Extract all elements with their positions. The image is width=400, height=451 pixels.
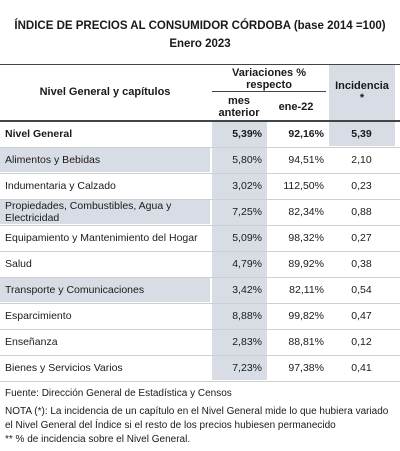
row-prev-year-value: 94,51%	[288, 154, 324, 166]
table-row: Salud 4,79% 89,92% 0,38	[0, 252, 400, 278]
row-incidence-value: 0,47	[351, 310, 372, 322]
footer-source: Fuente: Dirección General de Estadística…	[5, 388, 232, 399]
footer-note: NOTA (*): La incidencia de un capítulo e…	[5, 406, 389, 431]
table-row: Bienes y Servicios Varios 7,23% 97,38% 0,41	[0, 356, 400, 382]
table-row: Alimentos y Bebidas 5,80% 94,51% 2,10	[0, 148, 400, 174]
header-prev-year: ene-22	[278, 101, 314, 113]
row-divider	[0, 147, 400, 148]
row-divider	[0, 199, 400, 200]
row-prev-year-value: 98,32%	[288, 232, 324, 244]
row-divider	[0, 251, 400, 252]
row-prev-month-value: 3,02%	[232, 180, 262, 192]
row-incidence-value: 0,27	[351, 232, 372, 244]
row-divider	[0, 277, 400, 278]
row-label: Esparcimiento	[5, 310, 72, 322]
row-prev-year-value: 89,92%	[288, 258, 324, 270]
row-prev-month-value: 7,25%	[232, 206, 262, 218]
variations-rule	[212, 91, 326, 92]
row-label: Indumentaria y Calzado	[5, 180, 116, 192]
row-divider	[0, 173, 400, 174]
table-row: Transporte y Comunicaciones 3,42% 82,11% 0,…	[0, 278, 400, 304]
header-variations-label: Variaciones %	[232, 67, 306, 79]
row-label: Transporte y Comunicaciones	[5, 284, 145, 296]
table-row: Equipamiento y Mantenimiento del Hogar 5,…	[0, 226, 400, 252]
row-incidence-value: 0,41	[351, 362, 372, 374]
row-label-shade	[0, 148, 210, 172]
table-row: Esparcimiento 8,88% 99,82% 0,47	[0, 304, 400, 330]
header-incidence: Incidencia *	[329, 80, 395, 104]
row-divider	[0, 329, 400, 330]
row-incidence-value: 0,23	[351, 180, 372, 192]
row-label: Bienes y Servicios Varios	[5, 362, 123, 374]
row-label-shade	[0, 200, 210, 224]
row-divider	[0, 225, 400, 226]
header-prev-month: mes anterior	[218, 95, 260, 119]
header-variations-sub: respecto	[246, 79, 292, 91]
row-prev-year-value: 82,11%	[289, 284, 324, 296]
header-variations: Variaciones % respecto	[212, 67, 326, 91]
row-incidence-value: 0,38	[351, 258, 372, 270]
table-row: Indumentaria y Calzado 3,02% 112,50% 0,23	[0, 174, 400, 200]
row-divider	[0, 303, 400, 304]
row-incidence-value: 2,10	[351, 154, 372, 166]
row-prev-month-value: 2,83%	[232, 336, 262, 348]
header-incidence-label: Incidencia	[335, 80, 389, 92]
table-row: Nivel General 5,39% 92,16% 5,39	[0, 122, 400, 148]
table-row: Propiedades, Combustibles, Agua y Electr…	[0, 200, 400, 226]
table-subtitle: Enero 2023	[169, 38, 231, 50]
row-prev-year-value: 82,34%	[288, 206, 324, 218]
header-chapters: Nivel General y capítulos	[39, 86, 171, 98]
row-incidence-value: 0,12	[351, 336, 372, 348]
incidence-header-shade	[329, 64, 395, 120]
row-incidence-value: 0,54	[351, 284, 372, 296]
table-title: ÍNDICE DE PRECIOS AL CONSUMIDOR CÓRDOBA …	[14, 20, 386, 32]
row-incidence-value: 0,88	[351, 206, 372, 218]
header-bottom-rule	[0, 120, 400, 122]
row-divider	[0, 355, 400, 356]
mes-column-shade	[212, 120, 267, 380]
row-label: Nivel General	[5, 128, 73, 140]
row-prev-year-value: 99,82%	[288, 310, 324, 322]
row-divider	[0, 381, 400, 382]
row-label: Salud	[5, 258, 32, 270]
header-top-rule	[0, 64, 400, 65]
header-incidence-mark: *	[359, 92, 365, 104]
row-prev-month-value: 5,09%	[232, 232, 262, 244]
row-prev-year-value: 97,38%	[288, 362, 324, 374]
row-prev-month-value: 4,79%	[232, 258, 262, 270]
row-prev-month-value: 3,42%	[232, 284, 262, 296]
row-label: Enseñanza	[5, 336, 58, 348]
row-prev-month-value: 5,39%	[232, 128, 262, 140]
footer-note2: ** % de incidencia sobre el Nivel Genera…	[5, 434, 191, 445]
row-incidence-value: 5,39	[351, 128, 372, 140]
row-prev-month-value: 7,23%	[232, 362, 262, 374]
table-row: Enseñanza 2,83% 88,81% 0,12	[0, 330, 400, 356]
row-prev-year-value: 112,50%	[283, 180, 324, 192]
row-label: Propiedades, Combustibles, Agua y Electr…	[5, 200, 172, 224]
row-prev-year-value: 92,16%	[288, 128, 324, 140]
row-label-shade	[0, 278, 210, 302]
row-label: Equipamiento y Mantenimiento del Hogar	[5, 232, 198, 244]
incidence-column-shade	[329, 120, 395, 146]
row-prev-month-value: 8,88%	[232, 310, 262, 322]
row-prev-year-value: 88,81%	[288, 336, 324, 348]
row-prev-month-value: 5,80%	[232, 154, 262, 166]
row-label: Alimentos y Bebidas	[5, 154, 101, 166]
